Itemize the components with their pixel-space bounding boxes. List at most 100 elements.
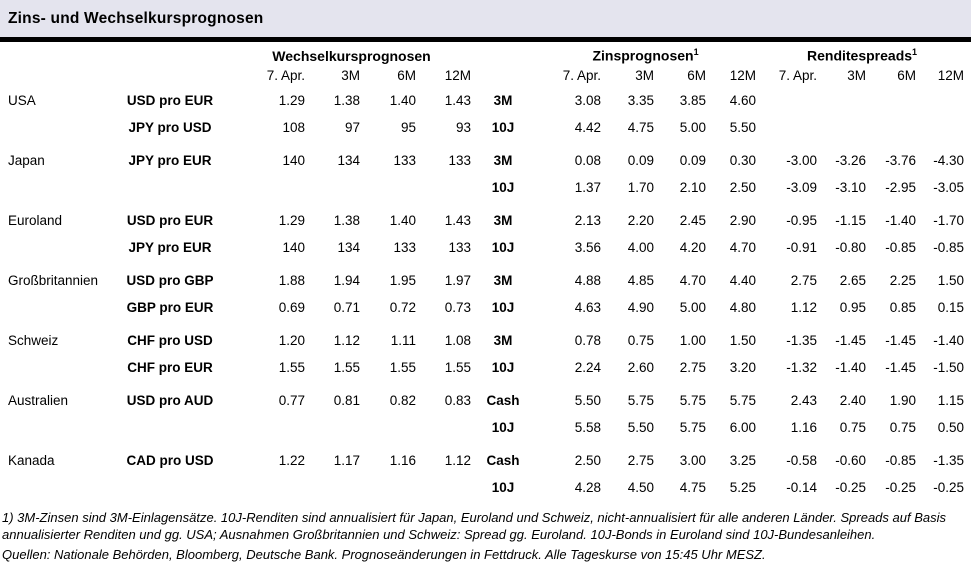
spread-value: -3.09	[786, 180, 818, 195]
spread-value: -3.00	[786, 153, 818, 168]
table-row: Euroland USD pro EUR 1.29 1.38 1.40 1.43 3M 2.1…	[0, 201, 966, 234]
currency-pair-label	[110, 414, 230, 441]
spread-value: 0.15	[937, 300, 965, 315]
fx-value	[362, 474, 418, 501]
fx-value	[418, 414, 473, 441]
rate-value: 4.20	[679, 240, 707, 255]
rate-value: 0.30	[729, 153, 757, 168]
spread-value: -1.45	[885, 360, 917, 375]
spread-value: -1.15	[835, 213, 867, 228]
table-row: Großbritannien USD pro GBP 1.88 1.94 1.95 1.9…	[0, 261, 966, 294]
spread-value: -0.91	[786, 240, 818, 255]
tenor-label: 3M	[493, 93, 513, 108]
spread-value: 2.40	[839, 393, 867, 408]
currency-pair-label: CHF pro USD	[127, 333, 213, 348]
country-label	[0, 474, 110, 501]
spacer-cell	[0, 44, 110, 64]
fx-value	[230, 414, 307, 441]
rate-value: 4.28	[574, 480, 602, 495]
rate-value: 4.85	[627, 273, 655, 288]
spacer-cell	[0, 64, 110, 87]
spread-value: -3.76	[885, 153, 917, 168]
rate-value: 4.60	[729, 93, 757, 108]
currency-pair-label: CAD pro USD	[126, 453, 214, 468]
rate-value: 4.00	[627, 240, 655, 255]
table-row: Kanada CAD pro USD 1.22 1.17 1.16 1.12 Cash 2.5…	[0, 441, 966, 474]
currency-pair-label	[110, 174, 230, 201]
fx-value: 95	[400, 120, 416, 135]
spread-value: -0.25	[933, 480, 965, 495]
fx-value	[362, 174, 418, 201]
spread-value: -0.85	[885, 453, 917, 468]
fx-value: 133	[393, 240, 416, 255]
rate-value: 3.56	[574, 240, 602, 255]
fx-value: 0.77	[278, 393, 305, 408]
country-label: Australien	[8, 393, 69, 408]
rate-value: 5.75	[679, 393, 707, 408]
fx-value: 97	[344, 120, 360, 135]
spread-value: -1.45	[885, 333, 917, 348]
spread-value	[918, 114, 966, 141]
col-header-spreads-12m: 12M	[937, 68, 965, 83]
spread-value	[819, 87, 868, 114]
table-body: USA USD pro EUR 1.29 1.38 1.40 1.43 3M 3.08 3.35…	[0, 87, 966, 501]
spread-value: 2.43	[790, 393, 818, 408]
rate-value: 4.70	[729, 240, 757, 255]
table-row: USA USD pro EUR 1.29 1.38 1.40 1.43 3M 3.08 3.35…	[0, 87, 966, 114]
country-label	[0, 174, 110, 201]
rate-value: 4.75	[679, 480, 707, 495]
group-header-rates: Zinsprognosen1	[533, 44, 758, 64]
spread-value: 1.90	[889, 393, 917, 408]
currency-pair-label: JPY pro EUR	[128, 153, 212, 168]
fx-value: 0.82	[389, 393, 416, 408]
spread-value: -1.45	[835, 333, 867, 348]
rate-value: 1.00	[679, 333, 707, 348]
spread-value: 0.75	[839, 420, 867, 435]
fx-value: 0.81	[333, 393, 360, 408]
spread-value: -0.58	[786, 453, 818, 468]
spread-value: 1.12	[790, 300, 818, 315]
rate-value: 3.08	[574, 93, 602, 108]
rate-value: 2.45	[679, 213, 707, 228]
fx-value: 0.73	[444, 300, 472, 315]
col-header-fx-12m: 12M	[444, 68, 472, 83]
spread-value: 1.15	[937, 393, 965, 408]
spread-value	[819, 114, 868, 141]
currency-pair-label	[110, 474, 230, 501]
fx-value: 133	[448, 153, 472, 168]
rate-value: 3.85	[679, 93, 707, 108]
rate-value: 4.75	[627, 120, 655, 135]
currency-pair-label: GBP pro EUR	[126, 300, 214, 315]
fx-value: 1.12	[333, 333, 360, 348]
fx-value: 1.55	[444, 360, 472, 375]
rate-value: 2.60	[627, 360, 655, 375]
spread-value: -2.95	[885, 180, 917, 195]
rate-value: 1.70	[627, 180, 655, 195]
col-header-rates-6m: 6M	[687, 68, 707, 83]
fx-value: 134	[337, 240, 360, 255]
tenor-label: 3M	[493, 153, 513, 168]
table-row: JPY pro USD 108 97 95 93 10J 4.42 4.75 5.00 5.50	[0, 114, 966, 141]
rate-value: 2.50	[574, 453, 602, 468]
col-header-spreads-3m: 3M	[847, 68, 867, 83]
rate-value: 4.63	[574, 300, 602, 315]
col-header-rates-12m: 12M	[729, 68, 757, 83]
country-label: Japan	[8, 153, 45, 168]
fx-value: 1.38	[333, 93, 360, 108]
rate-value: 5.75	[679, 420, 707, 435]
rate-value: 0.09	[679, 153, 707, 168]
spread-value: 0.50	[937, 420, 965, 435]
table-row: JPY pro EUR 140 134 133 133 10J 3.56 4.00 4.20 4.…	[0, 234, 966, 261]
fx-value: 1.55	[333, 360, 360, 375]
spread-value: -0.85	[933, 240, 965, 255]
table-row: 10J 4.28 4.50 4.75 5.25 -0.14 -0.25 -0.25 -0.25	[0, 474, 966, 501]
rate-value: 5.00	[679, 300, 707, 315]
col-header-spreads-6m: 6M	[897, 68, 917, 83]
tenor-label: 10J	[491, 300, 515, 315]
fx-value: 1.12	[444, 453, 472, 468]
rate-value: 4.88	[574, 273, 602, 288]
rate-value: 3.20	[729, 360, 757, 375]
spread-value: 0.95	[839, 300, 867, 315]
rate-value: 5.75	[627, 393, 655, 408]
spread-value: -1.32	[786, 360, 818, 375]
